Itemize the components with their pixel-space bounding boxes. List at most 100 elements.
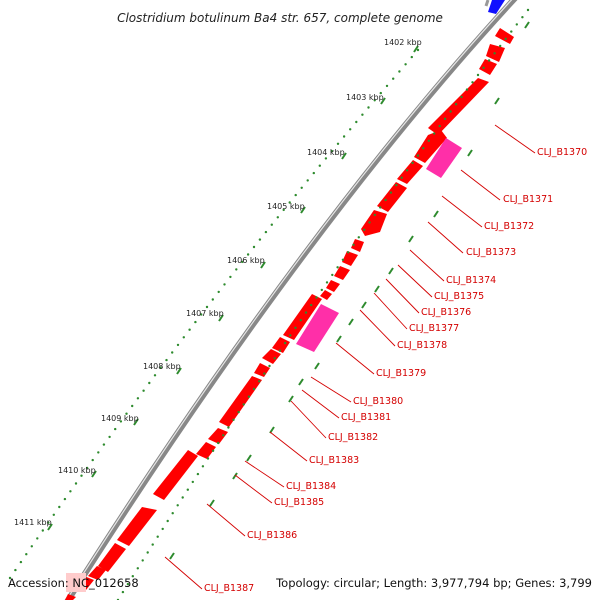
scale-dot xyxy=(151,543,154,546)
scale-dot xyxy=(181,496,184,499)
scale-dot xyxy=(201,465,205,468)
scale-dot xyxy=(288,201,291,204)
scale-dot xyxy=(211,449,215,452)
scale-dot xyxy=(176,504,179,507)
scale-dot xyxy=(159,366,162,369)
gene-arrow xyxy=(65,594,76,600)
gene-arrow xyxy=(351,239,364,252)
scale-dot xyxy=(191,480,194,484)
leader-line xyxy=(373,292,408,330)
gene-arrow xyxy=(479,59,497,75)
scale-dot xyxy=(114,427,117,431)
gene-label: CLJ_B1382 xyxy=(328,432,378,443)
scale-dot xyxy=(188,328,191,331)
kbp-labels: 1402 kbp 1403 kbp 1404 kbp 1405 kbp 1406… xyxy=(14,38,422,527)
scale-dot xyxy=(410,55,413,59)
leader-line xyxy=(427,221,464,254)
scale-dot xyxy=(476,73,480,77)
gene-labels: CLJ_B1370 CLJ_B1371 CLJ_B1372 CLJ_B1373 … xyxy=(204,147,587,594)
scale-dot xyxy=(30,545,33,548)
scale-dot xyxy=(324,157,328,160)
leader-line xyxy=(494,124,536,154)
gene-arrow xyxy=(254,363,270,377)
scale-dot xyxy=(136,567,139,570)
scale-dot xyxy=(357,236,360,239)
kbp-tick xyxy=(298,378,304,386)
scale-dot xyxy=(80,474,83,477)
scale-dot xyxy=(304,311,308,314)
gene-arrow xyxy=(208,428,228,444)
leader-line xyxy=(335,342,375,375)
scale-dot xyxy=(242,403,245,406)
scale-dot xyxy=(368,221,371,224)
scale-dot xyxy=(136,397,140,400)
kbp-label: 1408 kbp xyxy=(143,362,181,371)
scale-dot xyxy=(102,443,106,446)
gene-label: CLJ_B1371 xyxy=(503,194,553,205)
gene-label: CLJ_B1386 xyxy=(247,530,297,541)
leader-line xyxy=(244,460,285,488)
scale-dot xyxy=(379,91,382,95)
gene-label: CLJ_B1376 xyxy=(421,307,471,318)
leader-line xyxy=(359,309,396,347)
kbp-tick xyxy=(380,97,386,105)
scale-dot xyxy=(217,441,220,445)
scale-dot xyxy=(438,124,441,128)
scale-dot xyxy=(205,305,209,309)
scale-dot xyxy=(252,387,256,391)
scale-dot xyxy=(58,505,61,509)
gene-label-leaders xyxy=(164,124,536,590)
kbp-label: 1403 kbp xyxy=(346,93,384,102)
scale-dot xyxy=(363,228,366,231)
scale-dot xyxy=(235,268,238,271)
scale-dot xyxy=(336,142,340,145)
scale-dot xyxy=(300,186,303,189)
scale-dot xyxy=(263,372,266,375)
scale-dot xyxy=(487,59,491,62)
gene-arrow xyxy=(262,349,281,364)
scale-dot xyxy=(416,154,420,157)
scale-dot xyxy=(310,303,313,307)
kbp-tick xyxy=(374,285,380,293)
gene-label: CLJ_B1374 xyxy=(446,275,496,286)
accession-text: Accession: NC_012658 xyxy=(8,576,139,590)
gene-arrow xyxy=(334,266,350,280)
leader-line xyxy=(385,278,420,314)
scale-dot xyxy=(325,281,329,284)
kbp-tick xyxy=(91,470,97,478)
kbp-tick xyxy=(232,472,238,480)
scale-dot xyxy=(165,358,168,362)
accession-highlight xyxy=(66,573,86,592)
scale-dot xyxy=(405,169,409,172)
scale-dot xyxy=(433,132,436,135)
scale-dot xyxy=(373,213,376,217)
leader-line xyxy=(397,264,433,298)
leader-line xyxy=(290,400,327,439)
kbp-label: 1402 kbp xyxy=(384,38,422,47)
scale-dot xyxy=(526,8,530,12)
scale-dot xyxy=(443,117,447,121)
leader-line xyxy=(206,503,246,537)
scale-dot xyxy=(97,451,100,454)
scale-dot xyxy=(223,283,226,286)
scale-dot xyxy=(349,128,352,131)
kbp-tick xyxy=(260,261,266,269)
scale-dot xyxy=(521,16,524,19)
leader-line xyxy=(409,249,445,282)
scale-dot xyxy=(330,149,334,153)
scale-dot xyxy=(47,521,50,524)
scale-dot xyxy=(171,512,174,515)
scale-dot xyxy=(411,161,414,165)
scale-dot xyxy=(222,434,225,437)
leader-line xyxy=(301,389,340,419)
scale-dot xyxy=(156,535,159,538)
kbp-tick xyxy=(336,335,342,343)
scale-dot xyxy=(206,457,210,460)
gene-arrow xyxy=(342,251,358,266)
scale-dot xyxy=(294,326,297,329)
kbp-tick xyxy=(341,152,347,160)
grey-feature xyxy=(484,0,490,7)
rrna-block xyxy=(426,138,462,178)
blue-feature xyxy=(488,0,505,14)
kbp-tick xyxy=(300,206,306,214)
